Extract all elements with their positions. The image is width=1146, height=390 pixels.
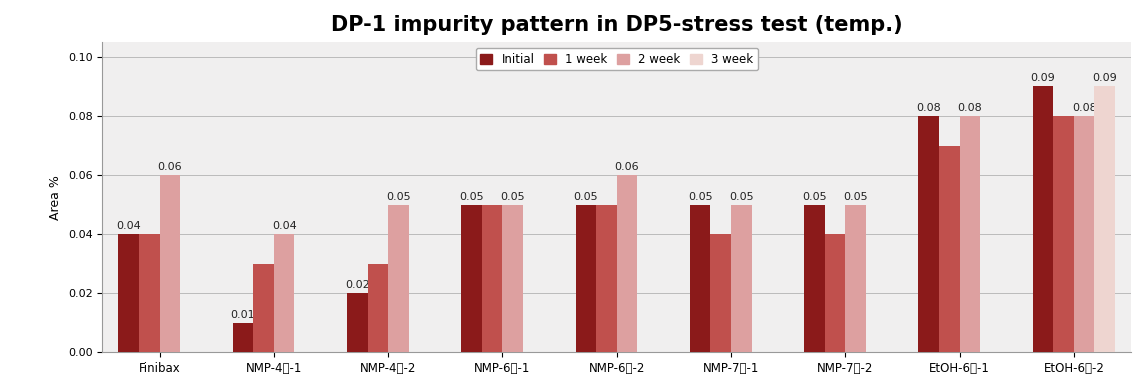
Legend: Initial, 1 week, 2 week, 3 week: Initial, 1 week, 2 week, 3 week bbox=[476, 48, 758, 71]
Text: 0.06: 0.06 bbox=[157, 162, 182, 172]
Bar bbox=[1074, 116, 1094, 352]
Text: 0.05: 0.05 bbox=[729, 191, 754, 202]
Text: 0.05: 0.05 bbox=[501, 191, 525, 202]
Text: 0.06: 0.06 bbox=[614, 162, 639, 172]
Text: 0.05: 0.05 bbox=[460, 191, 484, 202]
Bar bbox=[233, 323, 253, 352]
Bar bbox=[253, 264, 274, 352]
Text: 0.05: 0.05 bbox=[688, 191, 713, 202]
Bar bbox=[274, 234, 295, 352]
Bar bbox=[731, 205, 752, 352]
Text: 0.08: 0.08 bbox=[957, 103, 982, 113]
Text: 0.08: 0.08 bbox=[1072, 103, 1097, 113]
Text: 0.02: 0.02 bbox=[345, 280, 370, 290]
Bar bbox=[388, 205, 409, 352]
Bar bbox=[139, 234, 159, 352]
Bar bbox=[825, 234, 846, 352]
Bar bbox=[1094, 87, 1115, 352]
Text: 0.05: 0.05 bbox=[573, 191, 598, 202]
Bar bbox=[118, 234, 139, 352]
Bar bbox=[711, 234, 731, 352]
Title: DP-1 impurity pattern in DP5-stress test (temp.): DP-1 impurity pattern in DP5-stress test… bbox=[331, 15, 903, 35]
Text: 0.04: 0.04 bbox=[117, 221, 141, 231]
Bar bbox=[918, 116, 939, 352]
Bar bbox=[368, 264, 388, 352]
Bar bbox=[804, 205, 825, 352]
Text: 0.09: 0.09 bbox=[1030, 73, 1055, 83]
Text: 0.05: 0.05 bbox=[802, 191, 826, 202]
Text: 0.09: 0.09 bbox=[1092, 73, 1117, 83]
Bar bbox=[596, 205, 617, 352]
Bar bbox=[617, 175, 637, 352]
Bar bbox=[159, 175, 180, 352]
Bar bbox=[462, 205, 481, 352]
Text: 0.04: 0.04 bbox=[272, 221, 297, 231]
Bar bbox=[1033, 87, 1053, 352]
Bar bbox=[959, 116, 980, 352]
Bar bbox=[846, 205, 866, 352]
Text: 0.01: 0.01 bbox=[230, 310, 256, 320]
Bar bbox=[575, 205, 596, 352]
Bar bbox=[347, 293, 368, 352]
Text: 0.08: 0.08 bbox=[917, 103, 941, 113]
Bar bbox=[939, 145, 959, 352]
Text: 0.05: 0.05 bbox=[843, 191, 868, 202]
Bar bbox=[502, 205, 523, 352]
Bar bbox=[690, 205, 711, 352]
Text: 0.05: 0.05 bbox=[386, 191, 410, 202]
Bar bbox=[481, 205, 502, 352]
Bar bbox=[1053, 116, 1074, 352]
Y-axis label: Area %: Area % bbox=[49, 175, 62, 220]
